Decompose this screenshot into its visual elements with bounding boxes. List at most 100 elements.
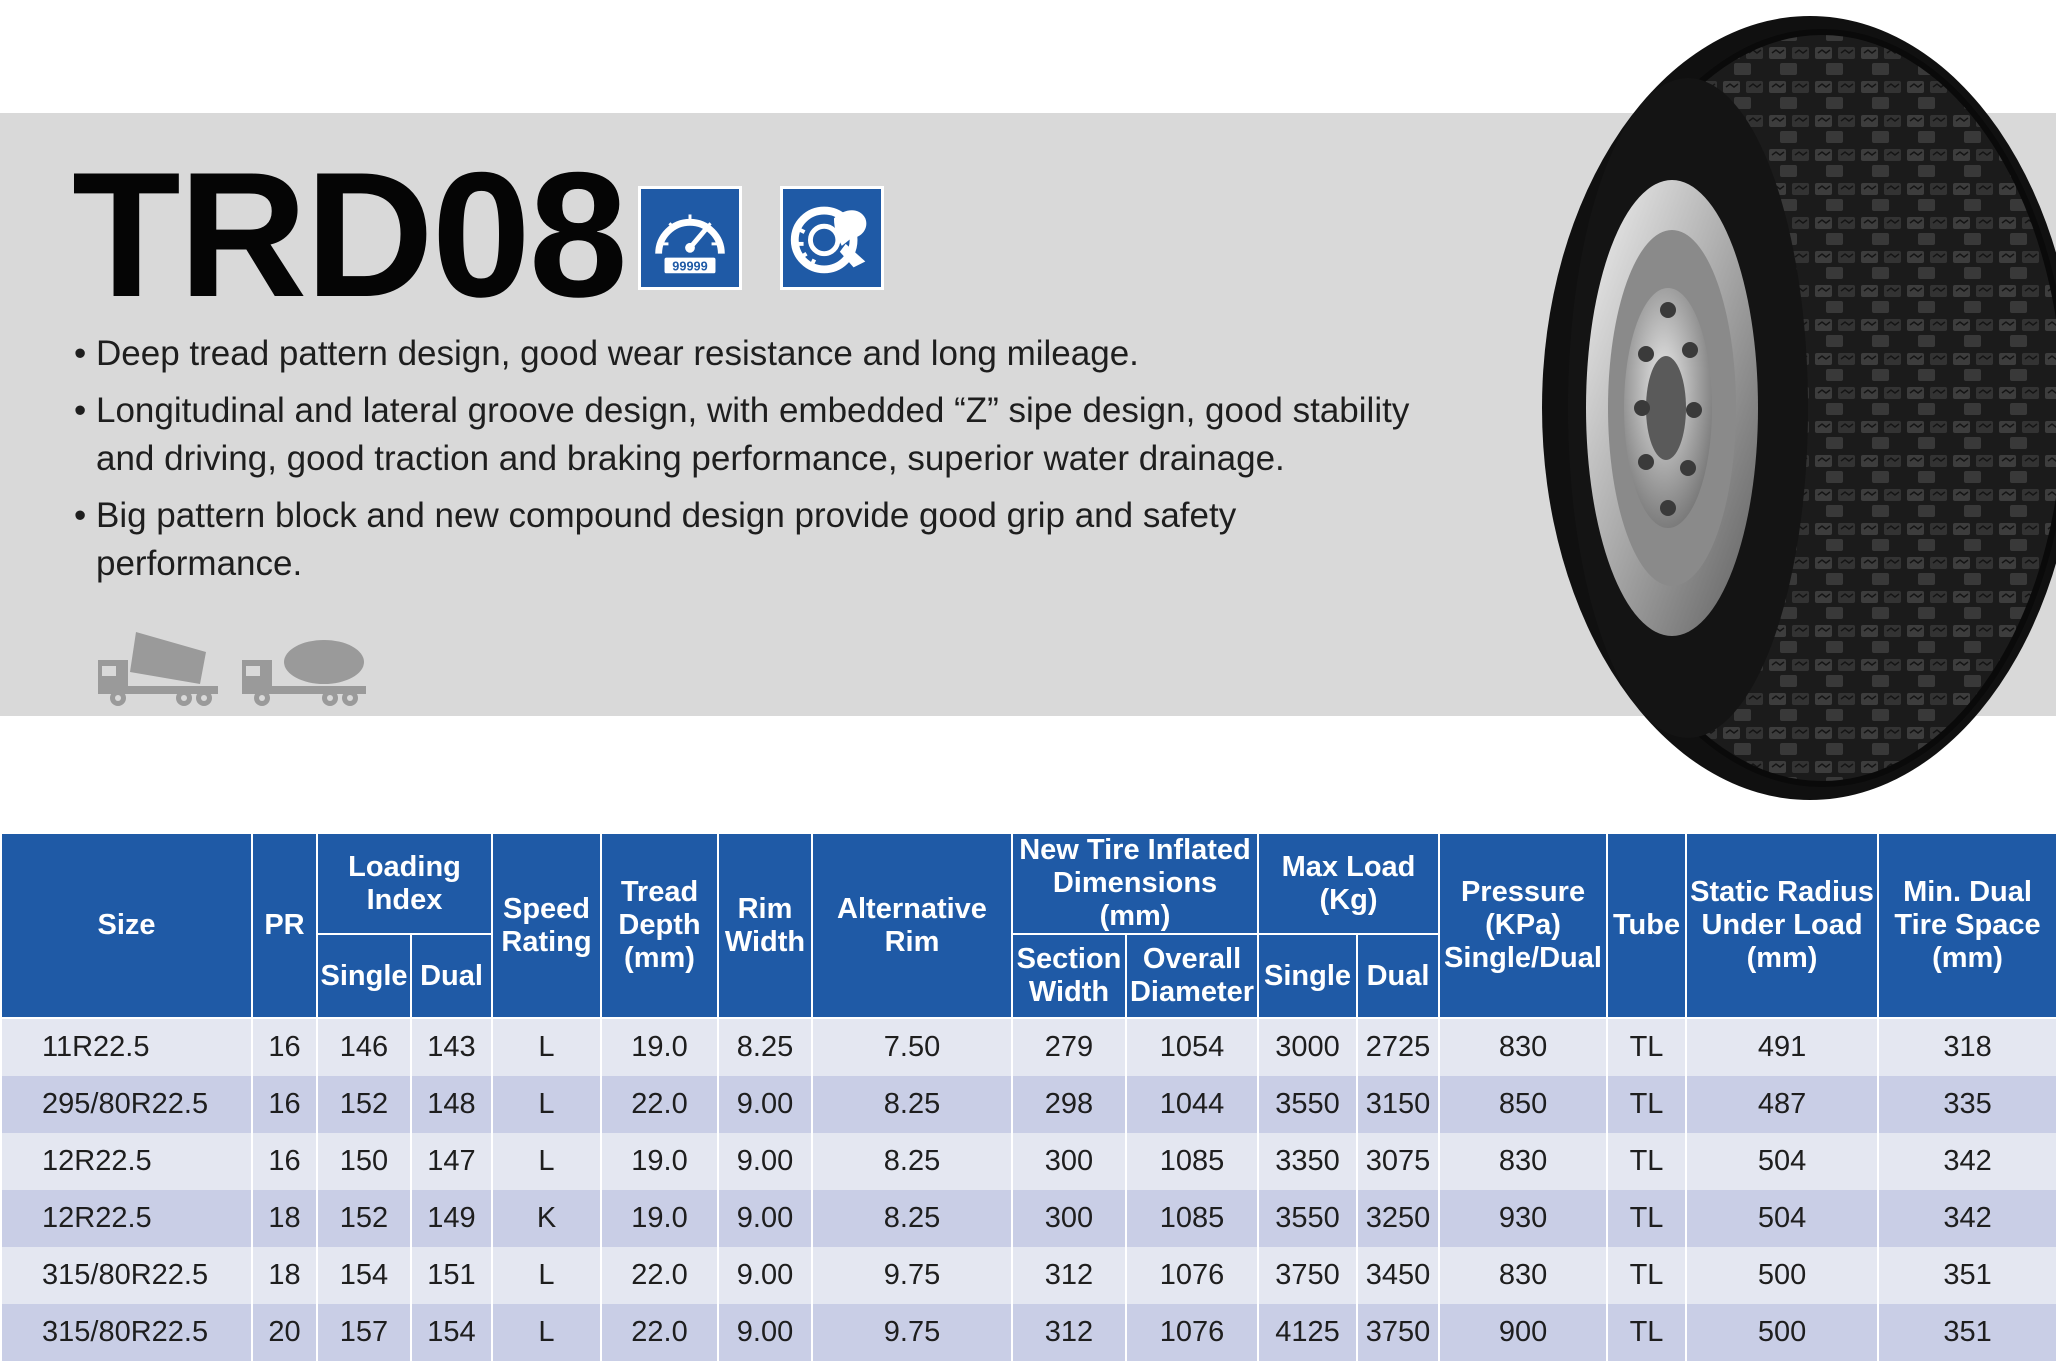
- header-size: Size: [0, 832, 253, 1019]
- table-cell: 152: [316, 1190, 412, 1247]
- table-cell: 3550: [1257, 1190, 1359, 1247]
- table-cell: 19.0: [600, 1190, 719, 1247]
- table-cell: 148: [410, 1076, 493, 1133]
- tire-grip-icon: [780, 186, 884, 290]
- table-cell: 9.00: [717, 1190, 813, 1247]
- header-loading-single: Single: [316, 933, 412, 1019]
- header-static-radius: Static Radius Under Load (mm): [1685, 832, 1880, 1019]
- dump-truck-icon: [98, 632, 218, 706]
- table-cell: 157: [316, 1304, 412, 1361]
- table-cell: 298: [1011, 1076, 1127, 1133]
- table-cell: 900: [1438, 1304, 1609, 1361]
- spec-table-body: 11R22.5 16 146 143 L 19.0 8.25 7.50 279 1054 3000 2…: [0, 1018, 2056, 1361]
- table-cell: 850: [1438, 1076, 1609, 1133]
- table-cell: 20: [251, 1304, 318, 1361]
- table-cell: 3750: [1257, 1247, 1359, 1304]
- header-alternative-rim: Alternative Rim: [811, 832, 1013, 1019]
- header-speed-rating: Speed Rating: [491, 832, 602, 1019]
- table-cell: 1054: [1124, 1018, 1260, 1076]
- table-cell: 504: [1685, 1133, 1880, 1190]
- table-cell: 318: [1877, 1018, 2056, 1076]
- table-cell: 9.75: [811, 1247, 1013, 1304]
- table-cell: 3450: [1356, 1247, 1441, 1304]
- table-cell: L: [491, 1247, 602, 1304]
- table-cell: L: [491, 1076, 602, 1133]
- table-cell: 8.25: [717, 1018, 813, 1076]
- feature-list: Deep tread pattern design, good wear res…: [74, 330, 1414, 597]
- mileage-gauge-icon: 99999: [638, 186, 742, 290]
- table-cell: 295/80R22.5: [0, 1076, 253, 1133]
- table-cell: 500: [1685, 1247, 1880, 1304]
- header-pr: PR: [251, 832, 318, 1019]
- table-cell: TL: [1606, 1133, 1688, 1190]
- mixer-truck-icon: [242, 640, 366, 706]
- feature-item: Longitudinal and lateral groove design, …: [74, 387, 1414, 483]
- table-cell: 9.75: [811, 1304, 1013, 1361]
- table-cell: 8.25: [811, 1076, 1013, 1133]
- table-cell: L: [491, 1304, 602, 1361]
- tire-image: [1542, 16, 2056, 800]
- table-cell: 9.00: [717, 1247, 813, 1304]
- table-cell: 22.0: [600, 1304, 719, 1361]
- table-cell: 1076: [1124, 1304, 1260, 1361]
- table-cell: 147: [410, 1133, 493, 1190]
- table-row: 295/80R22.5 16 152 148 L 22.0 9.00 8.25 298 1044 3…: [0, 1076, 2056, 1133]
- table-cell: 830: [1438, 1018, 1609, 1076]
- table-cell: 335: [1877, 1076, 2056, 1133]
- table-cell: 3150: [1356, 1076, 1441, 1133]
- table-cell: 1044: [1124, 1076, 1260, 1133]
- table-row: 315/80R22.5 18 154 151 L 22.0 9.00 9.75 312 1076 3…: [0, 1247, 2056, 1304]
- table-cell: 830: [1438, 1133, 1609, 1190]
- table-cell: 150: [316, 1133, 412, 1190]
- table-row: 12R22.5 18 152 149 K 19.0 9.00 8.25 300 1085 3550 3…: [0, 1190, 2056, 1247]
- table-cell: 9.00: [717, 1304, 813, 1361]
- table-row: 12R22.5 16 150 147 L 19.0 9.00 8.25 300 1085 3350 3…: [0, 1133, 2056, 1190]
- header-max-load-dual: Dual: [1356, 933, 1441, 1019]
- table-cell: 351: [1877, 1247, 2056, 1304]
- table-cell: 487: [1685, 1076, 1880, 1133]
- table-cell: 1085: [1124, 1190, 1260, 1247]
- table-cell: 3750: [1356, 1304, 1441, 1361]
- feature-item: Big pattern block and new compound desig…: [74, 492, 1414, 588]
- table-cell: 312: [1011, 1304, 1127, 1361]
- table-cell: 312: [1011, 1247, 1127, 1304]
- table-cell: 19.0: [600, 1018, 719, 1076]
- mileage-counter: 99999: [672, 258, 707, 273]
- table-cell: 3000: [1257, 1018, 1359, 1076]
- table-cell: 342: [1877, 1133, 2056, 1190]
- table-cell: 9.00: [717, 1076, 813, 1133]
- table-cell: 4125: [1257, 1304, 1359, 1361]
- spec-table: Size PR Loading Index Speed Rating Tread…: [0, 832, 2056, 1361]
- table-cell: 152: [316, 1076, 412, 1133]
- table-cell: 8.25: [811, 1190, 1013, 1247]
- table-cell: 830: [1438, 1247, 1609, 1304]
- table-cell: 16: [251, 1133, 318, 1190]
- table-cell: 16: [251, 1018, 318, 1076]
- header-pressure: Pressure (KPa) Single/Dual: [1438, 832, 1609, 1019]
- table-cell: 300: [1011, 1133, 1127, 1190]
- table-cell: 7.50: [811, 1018, 1013, 1076]
- table-cell: TL: [1606, 1247, 1688, 1304]
- header-loading-dual: Dual: [410, 933, 493, 1019]
- header-rim-width: Rim Width: [717, 832, 813, 1019]
- table-cell: 504: [1685, 1190, 1880, 1247]
- application-icons: [98, 632, 366, 706]
- header-max-load-single: Single: [1257, 933, 1359, 1019]
- table-cell: TL: [1606, 1190, 1688, 1247]
- table-cell: 18: [251, 1247, 318, 1304]
- feature-item: Deep tread pattern design, good wear res…: [74, 330, 1414, 378]
- table-cell: 154: [410, 1304, 493, 1361]
- table-cell: TL: [1606, 1304, 1688, 1361]
- table-cell: 3350: [1257, 1133, 1359, 1190]
- table-cell: 19.0: [600, 1133, 719, 1190]
- table-cell: 491: [1685, 1018, 1880, 1076]
- table-cell: 279: [1011, 1018, 1127, 1076]
- table-cell: 146: [316, 1018, 412, 1076]
- table-cell: 16: [251, 1076, 318, 1133]
- table-cell: 315/80R22.5: [0, 1247, 253, 1304]
- table-cell: 930: [1438, 1190, 1609, 1247]
- table-cell: 22.0: [600, 1247, 719, 1304]
- table-cell: 12R22.5: [0, 1133, 253, 1190]
- table-cell: TL: [1606, 1076, 1688, 1133]
- table-cell: 315/80R22.5: [0, 1304, 253, 1361]
